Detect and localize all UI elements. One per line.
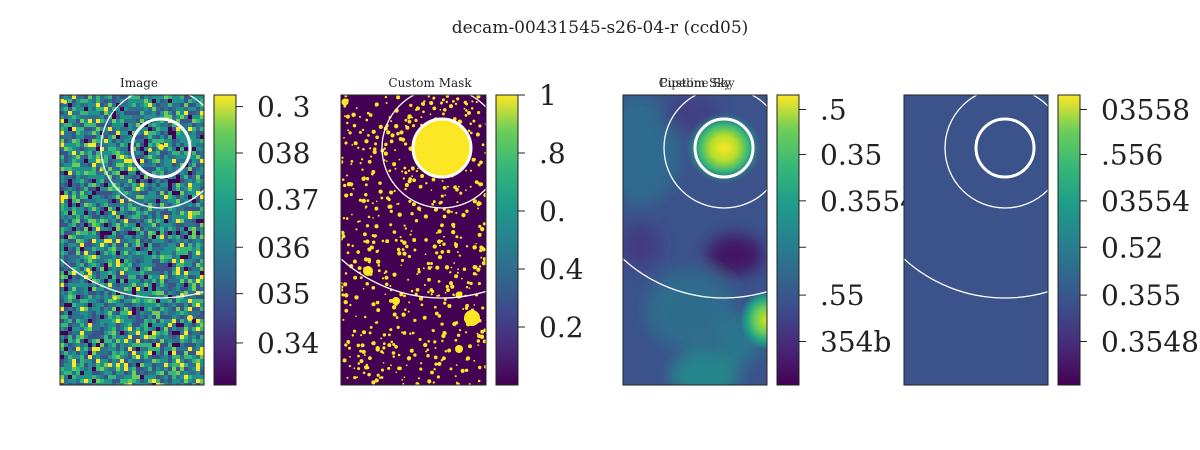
- panel-pipeline-sky: 03558 .556 03554 0.52 0.355 0.3548: [903, 94, 1199, 386]
- colorbar-tick-label: .8: [539, 137, 566, 170]
- panel-custom-mask: Custom Mask 1 .8 0. 0.4 0.2: [340, 76, 584, 386]
- sky-frame: [622, 94, 768, 386]
- panel-image: Image 0. 3 038 0.37 036 035 0.34: [59, 76, 319, 386]
- colorbar-tick-label: 03554: [1101, 185, 1190, 218]
- colorbar: [213, 94, 237, 386]
- colorbar-tick-label: 0.52: [1101, 231, 1163, 264]
- flat-frame: [903, 94, 1049, 386]
- colorbar-tick-label: 0.3554: [820, 185, 918, 218]
- panel-custom-sky: Custom Sky Pipeline Sky .5 0.35 0.3554 .55 3…: [622, 76, 918, 386]
- colorbar-tick-label: 0.34: [257, 327, 319, 360]
- colorbar-tick-label: 354b: [820, 326, 891, 359]
- masked-star: [464, 310, 480, 326]
- panel-title-overlay: Pipeline Sky: [659, 76, 735, 90]
- colorbar-tick-label: 038: [257, 137, 310, 170]
- aperture-circle: [693, 117, 755, 179]
- colorbar-tick-label: 0.37: [257, 183, 319, 216]
- colorbar: [495, 94, 519, 386]
- aperture-circle: [130, 117, 192, 179]
- colorbar: [776, 94, 800, 386]
- colorbar-tick-label: .55: [820, 279, 865, 312]
- colorbar-tick-label: 0.: [539, 195, 566, 228]
- mask-frame: [340, 94, 487, 386]
- colorbar-tick-label: 0.355: [1101, 279, 1181, 312]
- colorbar-tick-label: .5: [820, 94, 847, 127]
- panel-title: Image: [120, 76, 158, 90]
- colorbar-tick-label: 1: [539, 79, 557, 112]
- annulus-large-circle: [904, 257, 1048, 299]
- masked-source-disk: [413, 119, 471, 177]
- colorbar-tick-label: 0.3548: [1101, 326, 1199, 359]
- aperture-circle: [411, 117, 473, 179]
- colorbar-tick-label: 035: [257, 278, 310, 311]
- colorbar-tick-label: 0.4: [539, 253, 584, 286]
- annulus-large-circle: [623, 257, 767, 299]
- sky-bright-blob: [686, 112, 762, 184]
- annulus-large-circle: [341, 257, 486, 299]
- colorbar: [1057, 94, 1081, 386]
- colorbar-tick-label: 0.2: [539, 311, 584, 344]
- colorbar-tick-label: 036: [257, 231, 310, 264]
- figure-title: decam-00431545-s26-04-r (ccd05): [451, 18, 749, 38]
- masked-star: [341, 98, 349, 106]
- colorbar-tick-label: 0.35: [820, 138, 882, 171]
- annulus-outer-circle: [100, 95, 204, 209]
- annulus-outer-circle: [944, 95, 1048, 209]
- sky-smooth-layer: [623, 95, 763, 385]
- colorbar-tick-label: 0. 3: [257, 91, 310, 124]
- masked-star: [455, 345, 463, 353]
- sky-side-blob: [740, 290, 767, 350]
- masked-star: [392, 297, 400, 305]
- annulus-outer-circle: [663, 95, 767, 209]
- panel-title: Custom Mask: [388, 76, 472, 90]
- aperture-circle: [974, 117, 1036, 179]
- annulus-outer-circle: [381, 95, 486, 209]
- annulus-large-circle: [60, 257, 204, 299]
- masked-star: [363, 266, 373, 276]
- image-frame: [59, 94, 205, 386]
- panel-title: Custom Sky: [659, 76, 732, 90]
- colorbar-tick-label: .556: [1101, 138, 1163, 171]
- colorbar-tick-label: 03558: [1101, 94, 1190, 127]
- flat-background: [904, 95, 1048, 385]
